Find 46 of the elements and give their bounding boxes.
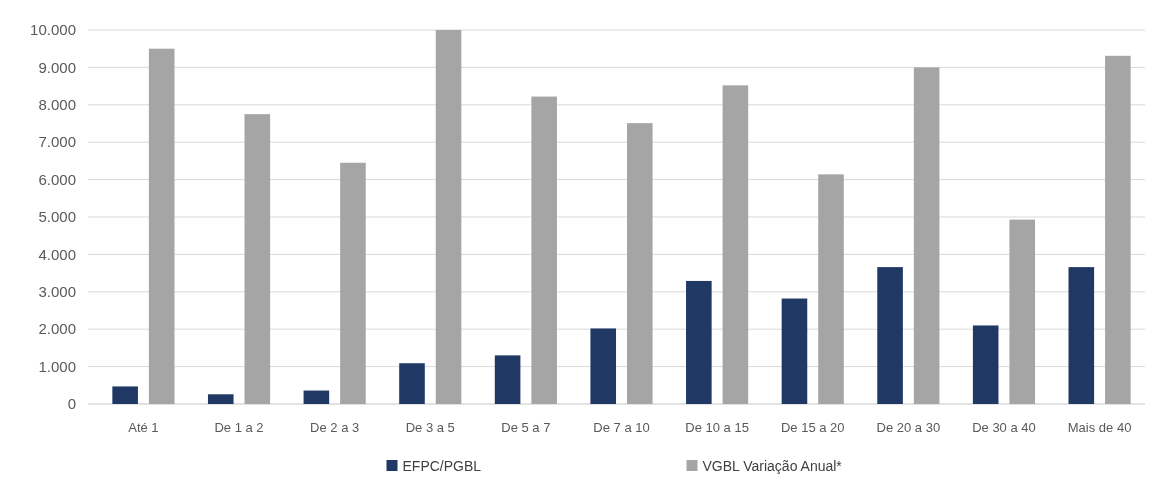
x-tick-label: De 5 a 7 xyxy=(501,420,551,435)
x-tick-label: Até 1 xyxy=(128,420,159,435)
bar xyxy=(112,386,138,404)
bar xyxy=(148,48,175,404)
y-tick-label: 8.000 xyxy=(38,96,76,114)
y-tick-label: 0 xyxy=(67,395,76,413)
y-tick-label: 9.000 xyxy=(38,58,76,76)
y-tick-label: 3.000 xyxy=(38,283,76,301)
y-tick-label: 4.000 xyxy=(38,245,76,263)
bar xyxy=(340,162,366,404)
x-tick-label: Mais de 40 xyxy=(1067,420,1132,435)
bar xyxy=(626,123,653,404)
bar xyxy=(781,298,808,404)
bar xyxy=(1105,55,1131,404)
bar xyxy=(435,30,462,404)
x-tick-label: De 2 a 3 xyxy=(310,420,360,435)
bar xyxy=(1068,267,1095,404)
legend-label: EFPC/PGBL xyxy=(402,457,482,474)
bar xyxy=(399,363,425,404)
bar xyxy=(244,114,271,404)
y-tick-label: 7.000 xyxy=(38,133,76,151)
y-tick-label: 5.000 xyxy=(38,208,76,226)
x-tick-label: De 20 a 30 xyxy=(876,420,941,435)
bar xyxy=(494,355,521,404)
x-tick-label: De 15 a 20 xyxy=(780,420,845,435)
x-tick-label: De 30 a 40 xyxy=(972,420,1036,435)
x-tick-label: De 3 a 5 xyxy=(405,420,455,435)
bar xyxy=(303,390,330,404)
y-tick-label: 6.000 xyxy=(38,170,76,188)
bar xyxy=(1009,219,1036,404)
bar xyxy=(531,96,557,404)
bar xyxy=(818,174,844,404)
bar xyxy=(722,85,749,404)
y-tick-label: 2.000 xyxy=(38,320,76,338)
bar xyxy=(877,267,903,404)
bar xyxy=(590,328,617,404)
x-tick-label: De 7 a 10 xyxy=(593,420,650,435)
bar xyxy=(913,67,940,404)
bar xyxy=(972,325,999,404)
bar xyxy=(686,280,712,404)
y-tick-label: 1.000 xyxy=(38,357,76,375)
bar xyxy=(207,394,234,404)
x-tick-label: De 10 a 15 xyxy=(685,420,749,435)
legend-label: VGBL Variação Anual* xyxy=(702,457,843,474)
x-tick-label: De 1 a 2 xyxy=(214,420,264,435)
y-tick-label: 10.000 xyxy=(30,21,76,39)
